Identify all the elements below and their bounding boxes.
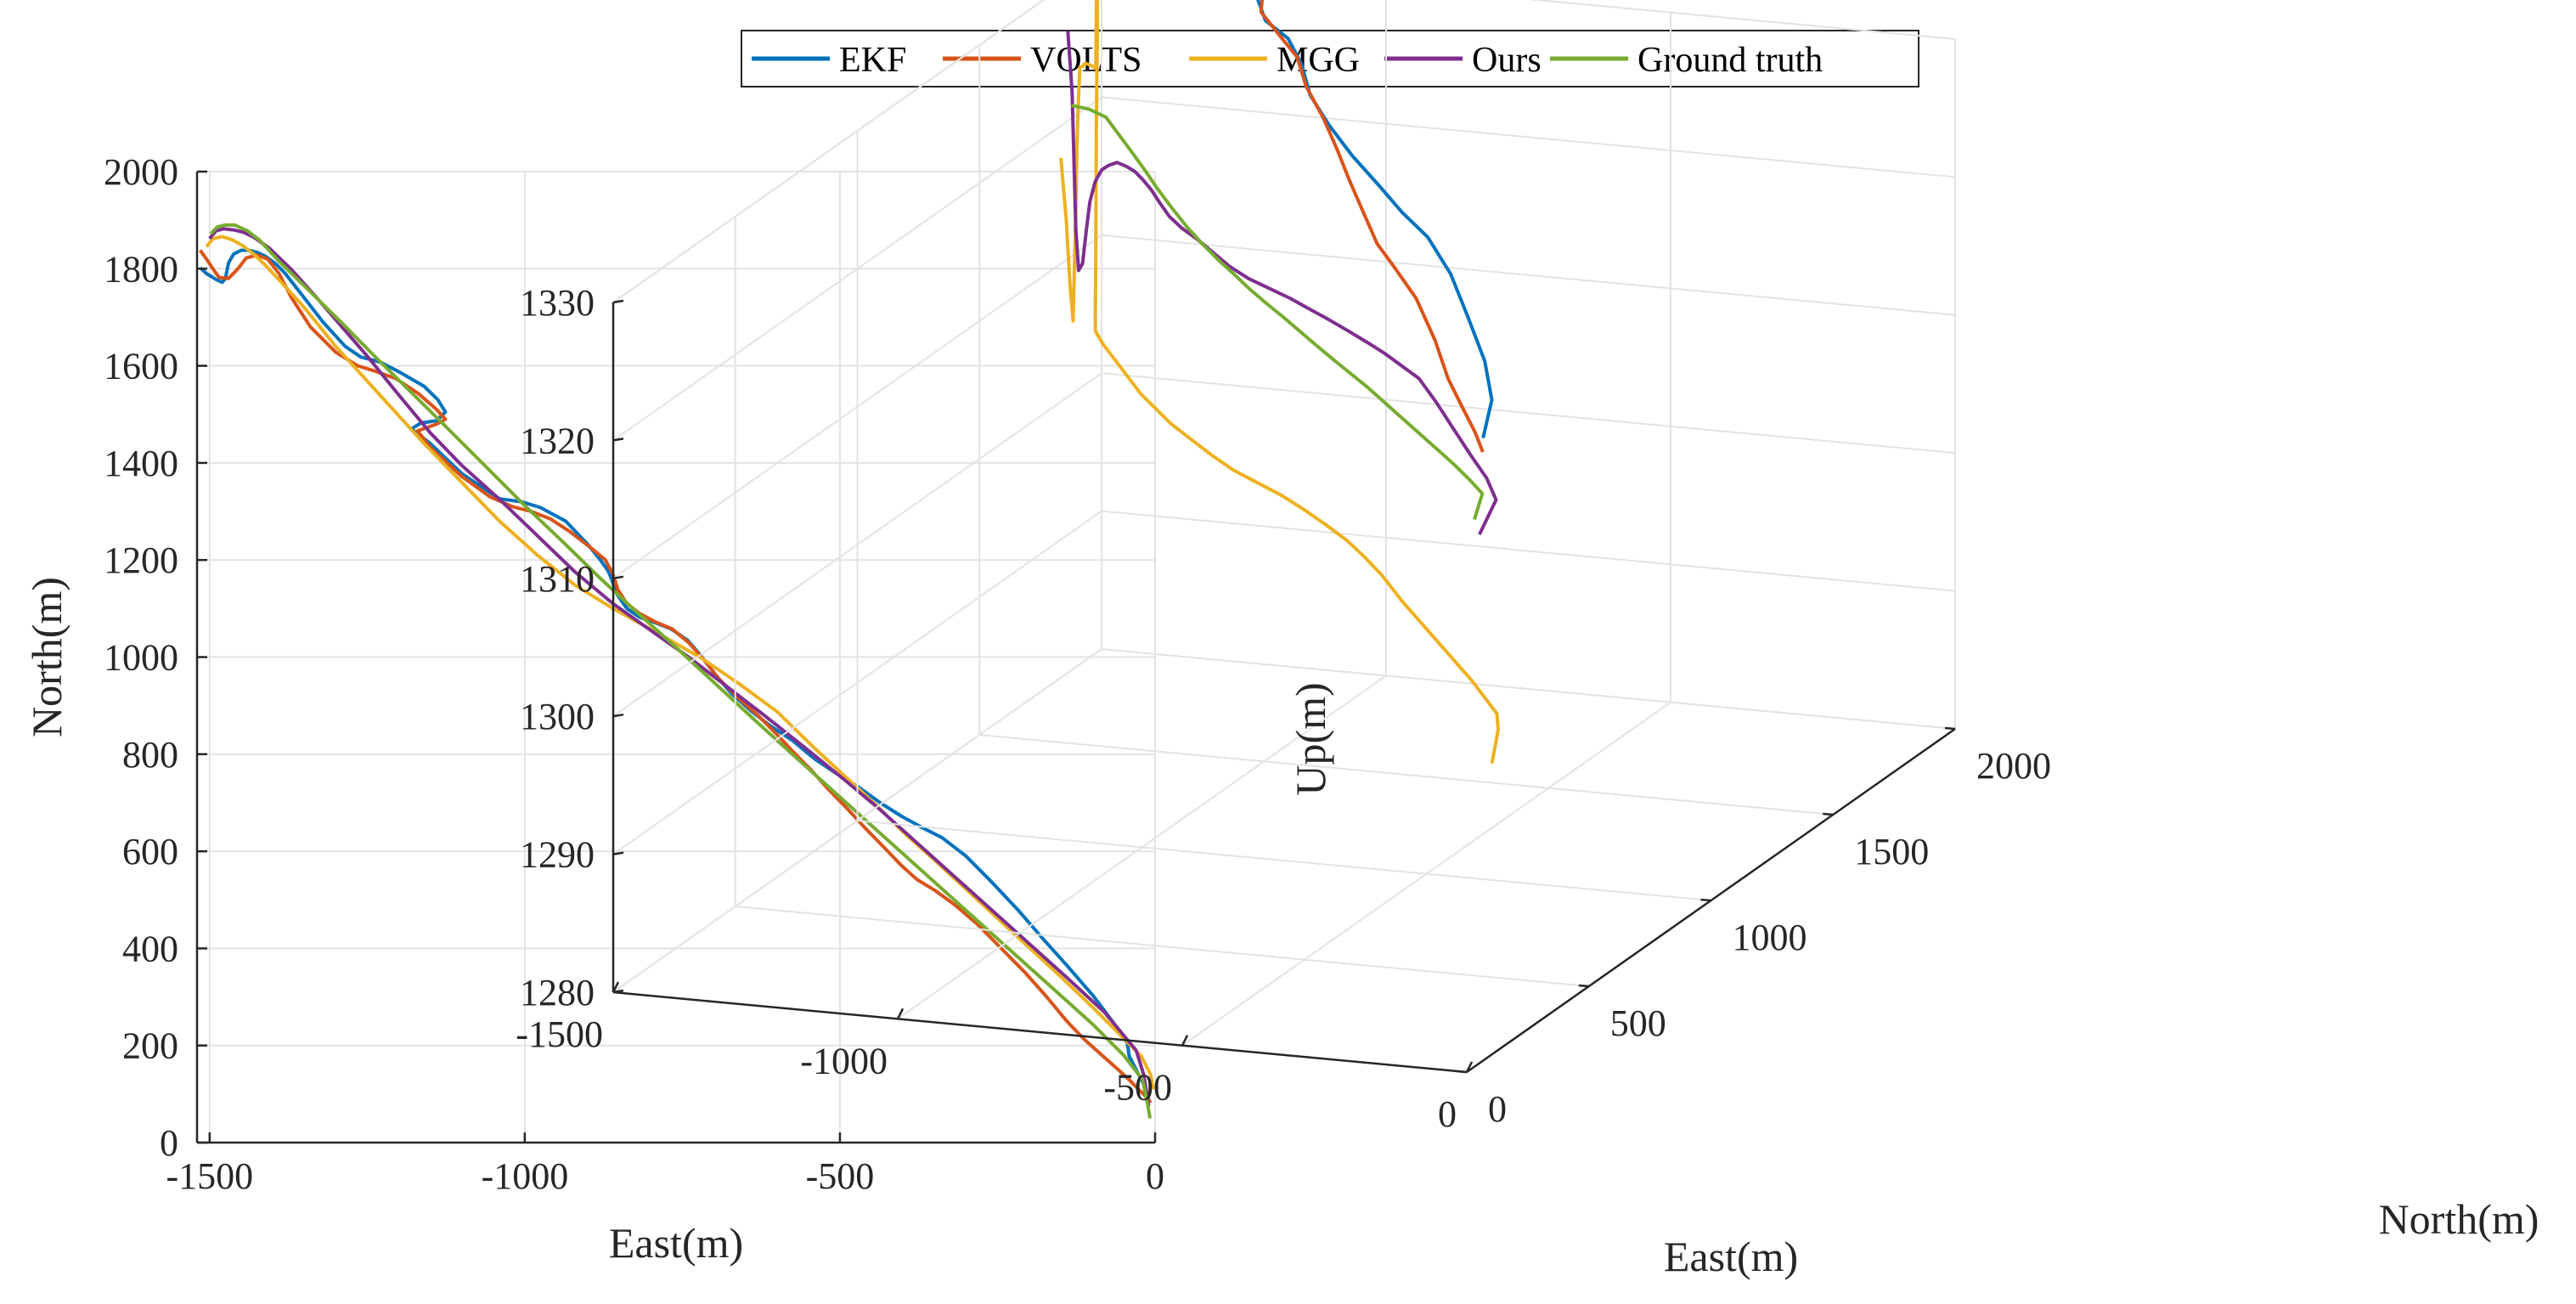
x-tick-label-3d: -500 [1103, 1067, 1172, 1109]
grid-floor-y [857, 820, 1711, 901]
z-tick-mark-3d [612, 989, 624, 994]
plot-3d-series [1059, 0, 1500, 764]
y-tick-mark-3d [1823, 812, 1834, 816]
grid-wall-z-back [612, 234, 1102, 579]
x-tick-label-3d: 0 [1438, 1093, 1457, 1135]
grid-wall-z-back [612, 96, 1102, 442]
x-tick-label: -1000 [482, 1155, 569, 1197]
x-tick-label-3d: -1500 [516, 1013, 603, 1055]
legend-label-volts: VOLTS [1030, 41, 1141, 80]
y-tick-mark-3d [1456, 1070, 1468, 1074]
y-tick-label: 1200 [104, 539, 178, 581]
legend-label-ekf: EKF [839, 41, 906, 80]
grid-wall-z-side [1101, 510, 1956, 592]
y-tick-label-3d: 0 [1488, 1088, 1507, 1130]
plot-3d-x-axis-label: East(m) [1664, 1233, 1798, 1280]
z-tick-label-3d: 1310 [520, 558, 595, 600]
grid-floor-y [735, 906, 1589, 987]
y-tick-mark-3d [1578, 984, 1589, 988]
y-tick-label: 600 [122, 831, 178, 872]
series-line-3d-mgg [1059, 0, 1500, 764]
plot-2d-ticks: -1500 -1000 -500 0 0 200 400 600 800 1000 1200 1400… [104, 151, 1164, 1197]
x-tick-label-3d: -1000 [800, 1040, 888, 1081]
z-tick-label-3d: 1280 [520, 972, 595, 1013]
series-line-3d-volts [1259, 0, 1485, 453]
y-tick-label: 0 [160, 1122, 178, 1164]
series-line-ekf [199, 248, 1151, 1100]
grid-wall-z-side [1101, 96, 1956, 178]
z-tick-label-3d: 1290 [520, 834, 595, 876]
y-tick-label-3d: 1500 [1854, 831, 1929, 872]
series-line-3d-ground-truth [1071, 104, 1485, 521]
z-tick-mark-3d [612, 437, 624, 442]
y-tick-label: 1400 [104, 443, 178, 484]
grid-wall-z-side [1101, 648, 1956, 730]
grid-wall-z-back [612, 372, 1102, 718]
plot-3d-z-axis-label: Up(m) [1287, 682, 1334, 795]
x-tick-mark-3d [1181, 1035, 1189, 1047]
z-tick-mark-3d [612, 575, 624, 580]
y-tick-label: 400 [122, 928, 178, 969]
y-tick-label-3d: 1000 [1733, 917, 1807, 958]
y-tick-label: 200 [122, 1025, 178, 1067]
x-tick-mark-3d [896, 1008, 905, 1019]
y-tick-label: 2000 [104, 151, 178, 193]
y-tick-label: 1600 [104, 346, 178, 387]
z-tick-mark-3d [612, 299, 624, 304]
grid-edge [1528, 0, 1956, 40]
legend: EKF VOLTS MGG Ours Ground truth [741, 30, 1919, 87]
y-tick-label: 800 [122, 734, 178, 776]
y-tick-label: 1800 [104, 248, 178, 290]
legend-label-ground-truth: Ground truth [1637, 41, 1823, 80]
z-tick-mark-3d [612, 851, 624, 855]
grid-wall-z-side [1101, 372, 1956, 454]
legend-box [741, 30, 1919, 87]
z-tick-label-3d: 1300 [520, 696, 595, 737]
x-tick-label: -500 [806, 1155, 875, 1197]
y-tick-label: 1000 [104, 637, 178, 679]
plot-3d-ticks: -1500 -1000 -500 0 0 500 1000 1500 2000 1280 1290 1… [516, 282, 2051, 1135]
plot-3d-y-axis-label: North(m) [2379, 1195, 2539, 1243]
z-tick-label-3d: 1320 [520, 420, 595, 461]
x-tick-label: -1500 [166, 1155, 254, 1197]
plot-2d-y-axis-label: North(m) [23, 577, 70, 737]
grid-wall-z-back [612, 510, 1102, 855]
series-line-3d-ekf [1256, 0, 1494, 439]
x-tick-mark-3d [1465, 1061, 1474, 1073]
y-tick-mark-3d [1944, 726, 1956, 731]
plot-2d-series [199, 223, 1155, 1119]
z-tick-label-3d: 1330 [520, 282, 595, 324]
x-tick-mark-3d [612, 981, 620, 993]
grid-wall-z-back [612, 648, 1102, 993]
plot-2d-x-axis-label: East(m) [609, 1219, 743, 1267]
plot-2d: -1500 -1000 -500 0 0 200 400 600 800 1000 1200 1400… [23, 151, 1164, 1267]
series-line-ground-truth [209, 223, 1153, 1119]
y-tick-label-3d: 2000 [1976, 745, 2051, 787]
grid-floor-y [979, 734, 1834, 816]
x-axis-line [612, 991, 1468, 1074]
legend-label-ours: Ours [1472, 41, 1542, 80]
x-tick-label: 0 [1146, 1155, 1164, 1197]
grid-wall-z-side [1101, 234, 1956, 316]
y-tick-label-3d: 500 [1610, 1002, 1666, 1044]
z-tick-mark-3d [612, 713, 624, 718]
plot-2d-grid [197, 171, 1156, 1143]
grid-edge [612, 0, 1046, 303]
